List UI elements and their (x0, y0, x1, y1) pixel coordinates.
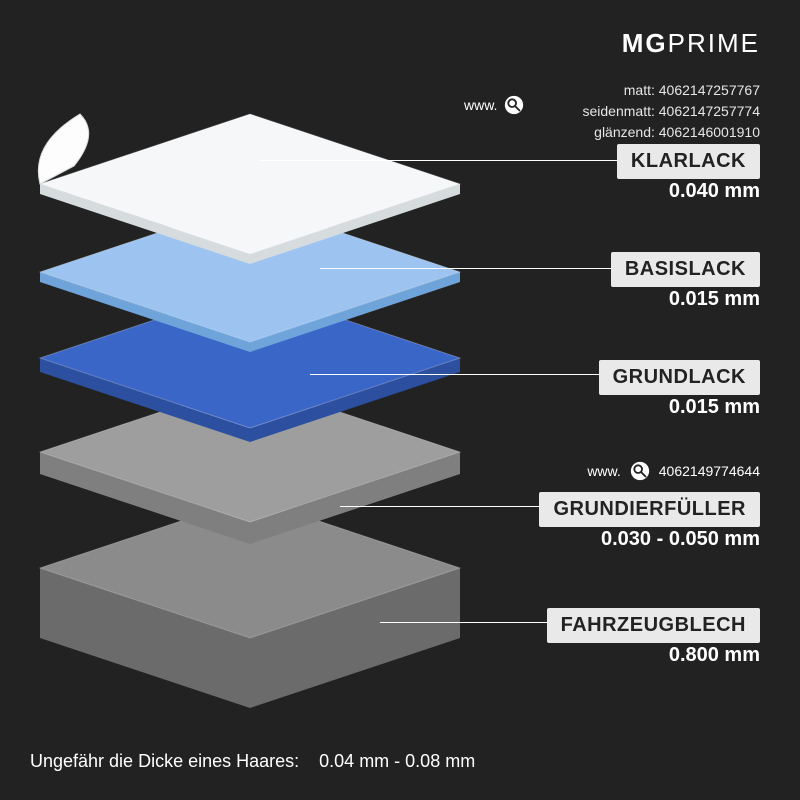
brand-logo: MGPRIME (622, 28, 760, 59)
code-glaenzend: glänzend: 4062146001910 (583, 122, 761, 143)
footer-value: 0.04 mm - 0.08 mm (319, 751, 475, 771)
product-code-list: matt: 4062147257767 seidenmatt: 40621472… (583, 80, 761, 143)
label-fahrzeugblech: FAHRZEUGBLECH (547, 608, 760, 643)
label-basislack: BASISLACK (611, 252, 760, 287)
www-lookup-top: www. (464, 94, 525, 116)
www-lookup-grundierfueller: www.4062149774644 (587, 460, 760, 482)
code-seidenmatt: seidenmatt: 4062147257774 (583, 101, 761, 122)
thickness-basislack: 0.015 mm (669, 288, 760, 311)
leader-grundierfueller (340, 506, 572, 507)
leader-klarlack (260, 160, 640, 161)
thickness-grundierfueller: 0.030 - 0.050 mm (601, 528, 760, 551)
thickness-fahrzeugblech: 0.800 mm (669, 644, 760, 667)
magnifier-icon (629, 460, 651, 482)
label-grundierfueller: GRUNDIERFÜLLER (539, 492, 760, 527)
magnifier-icon (503, 94, 525, 116)
leader-grundlack (310, 374, 620, 375)
leader-basislack (320, 268, 632, 269)
brand-bold: MG (622, 28, 668, 58)
label-klarlack: KLARLACK (617, 144, 760, 179)
footer-note: Ungefähr die Dicke eines Haares: 0.04 mm… (30, 751, 475, 772)
www-prefix: www. (464, 97, 497, 113)
thickness-grundlack: 0.015 mm (669, 396, 760, 419)
thickness-klarlack: 0.040 mm (669, 180, 760, 203)
code-matt: matt: 4062147257767 (583, 80, 761, 101)
label-grundlack: GRUNDLACK (599, 360, 760, 395)
stage: MGPRIME matt: 4062147257767 seidenmatt: … (0, 0, 800, 800)
footer-label: Ungefähr die Dicke eines Haares: (30, 751, 299, 771)
brand-light: PRIME (668, 28, 760, 58)
